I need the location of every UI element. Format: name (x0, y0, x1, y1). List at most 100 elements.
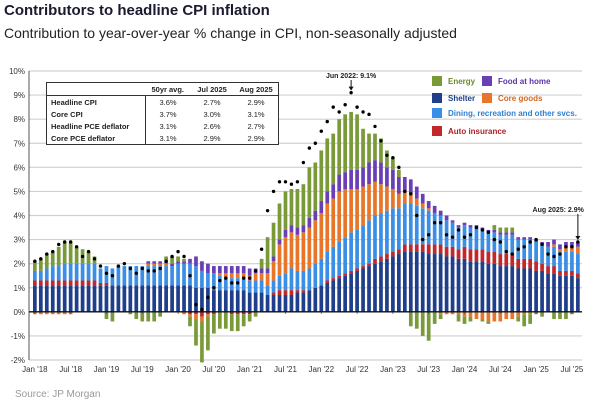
bar-segment-auto (295, 290, 300, 293)
bar-segment-services (385, 210, 389, 255)
headline-cpi-point (182, 254, 186, 259)
bar-segment-energy (516, 316, 521, 322)
bar-segment-food (391, 169, 395, 190)
bar-segment-core_goods (379, 184, 383, 214)
bar-segment-auto (337, 275, 342, 279)
bar-segment-auto (74, 280, 79, 286)
headline-cpi-point (564, 245, 568, 249)
annotation-label: Jun 2022: 9.1% (326, 73, 377, 80)
bar-segment-shelter (498, 266, 503, 312)
bar-segment-core_goods (164, 263, 168, 267)
bar-segment-core_goods (438, 311, 443, 315)
source-note: Source: JP Morgan (15, 389, 101, 400)
x-tick-label: Jan '18 (22, 365, 48, 374)
bar-segment-shelter (468, 261, 473, 312)
bar-segment-services (480, 229, 485, 250)
bar-segment-services (540, 244, 544, 264)
headline-cpi-point (492, 237, 497, 242)
bar-segment-food (295, 227, 300, 235)
bar-segment-food (217, 266, 222, 274)
headline-cpi-point (271, 189, 276, 194)
x-tick-label: Jan '22 (309, 365, 335, 374)
bar-segment-energy (140, 311, 145, 322)
bar-segment-energy (391, 157, 395, 170)
headline-cpi-point (134, 271, 138, 275)
bar-segment-core_goods (277, 244, 282, 276)
bar-segment-food (158, 261, 163, 264)
bar-segment-core_goods (492, 311, 497, 322)
bar-segment-auto (408, 244, 413, 252)
bar-segment-food (528, 237, 532, 240)
bar-segment-auto (498, 254, 503, 267)
bar-segment-auto (426, 244, 431, 255)
headline-cpi-point (498, 240, 503, 244)
headline-cpi-point (206, 295, 210, 300)
bar-segment-auto (462, 246, 467, 259)
bar-segment-energy (432, 311, 437, 324)
y-tick-label: 10% (9, 67, 25, 76)
bar-segment-services (206, 273, 210, 288)
bar-segment-shelter (98, 285, 103, 312)
bar-segment-services (92, 263, 97, 281)
bar-segment-auto (44, 280, 49, 286)
headline-cpi-point (164, 259, 168, 263)
headline-cpi-point (122, 261, 127, 266)
bar-segment-energy (158, 311, 163, 317)
bar-segment-shelter (164, 285, 168, 312)
row-label: Headline PCE deflator (46, 120, 146, 132)
bar-segment-auto (200, 311, 204, 317)
bar-segment-core_goods (385, 186, 389, 211)
bar-segment-services (68, 263, 73, 281)
bar-segment-energy (241, 314, 246, 327)
bar-segment-auto (402, 244, 407, 252)
bar-segment-energy (134, 311, 139, 320)
shelter-swatch-icon (432, 93, 442, 103)
bar-segment-core_goods (426, 208, 431, 211)
headline-cpi-point (295, 180, 300, 184)
headline-cpi-point (319, 129, 323, 133)
x-tick-label: Jan '25 (523, 365, 549, 374)
bar-segment-services (170, 266, 174, 286)
row-label: Core PCE deflator (46, 132, 146, 145)
bar-segment-energy (86, 251, 91, 264)
bar-segment-services (391, 208, 395, 252)
bar-segment-core_goods (235, 273, 240, 279)
legend-label: Energy (448, 76, 476, 86)
bar-segment-auto (86, 280, 91, 286)
bar-segment-food (492, 229, 497, 233)
y-tick-label: -1% (11, 332, 25, 341)
inflation-summary-table: 50yr avg. Jul 2025 Aug 2025 Headline CPI… (46, 82, 279, 145)
bar-segment-core_goods (337, 191, 342, 242)
bar-segment-energy (235, 314, 240, 332)
bar-segment-shelter (295, 292, 300, 312)
bar-segment-services (146, 266, 151, 286)
bar-segment-auto (373, 258, 377, 264)
bar-segment-services (80, 263, 85, 281)
bar-segment-services (307, 268, 312, 291)
bar-segment-energy (170, 256, 174, 264)
bar-segment-auto (480, 249, 485, 262)
bar-segment-food (289, 225, 294, 233)
bar-segment-food (337, 174, 342, 192)
headline-cpi-point (325, 119, 329, 124)
bar-segment-services (247, 280, 252, 293)
bar-segment-services (152, 266, 157, 286)
bar-segment-core_goods (307, 227, 312, 269)
bar-segment-core_goods (325, 203, 330, 252)
bar-segment-core_goods (44, 311, 49, 315)
bar-segment-auto (540, 263, 544, 271)
bar-segment-shelter (486, 263, 491, 312)
bar-segment-services (522, 239, 527, 259)
bar-segment-shelter (361, 268, 365, 312)
bar-segment-core_goods (397, 193, 401, 209)
bar-segment-shelter (247, 292, 252, 312)
cell: 2.7% (203, 97, 221, 107)
bar-segment-food (313, 210, 318, 221)
headline-cpi-point (176, 249, 180, 254)
bar-segment-shelter (152, 285, 157, 312)
bar-segment-auto (516, 258, 521, 269)
bar-segment-food (301, 225, 306, 233)
bar-segment-services (564, 251, 568, 271)
bar-segment-services (402, 203, 407, 245)
cell: 2.9% (247, 97, 265, 107)
